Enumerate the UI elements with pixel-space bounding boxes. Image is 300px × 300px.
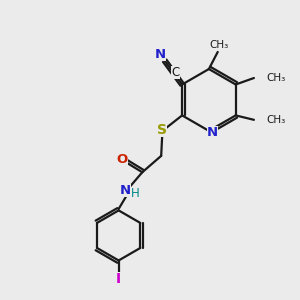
Text: C: C: [171, 65, 180, 79]
Text: N: N: [207, 126, 218, 139]
Text: S: S: [157, 123, 167, 137]
Text: O: O: [116, 153, 128, 166]
Text: N: N: [120, 184, 131, 197]
Text: I: I: [116, 272, 121, 286]
Text: CH₃: CH₃: [210, 40, 229, 50]
Text: H: H: [130, 187, 139, 200]
Text: CH₃: CH₃: [266, 115, 286, 125]
Text: N: N: [154, 49, 166, 62]
Text: CH₃: CH₃: [266, 73, 286, 83]
